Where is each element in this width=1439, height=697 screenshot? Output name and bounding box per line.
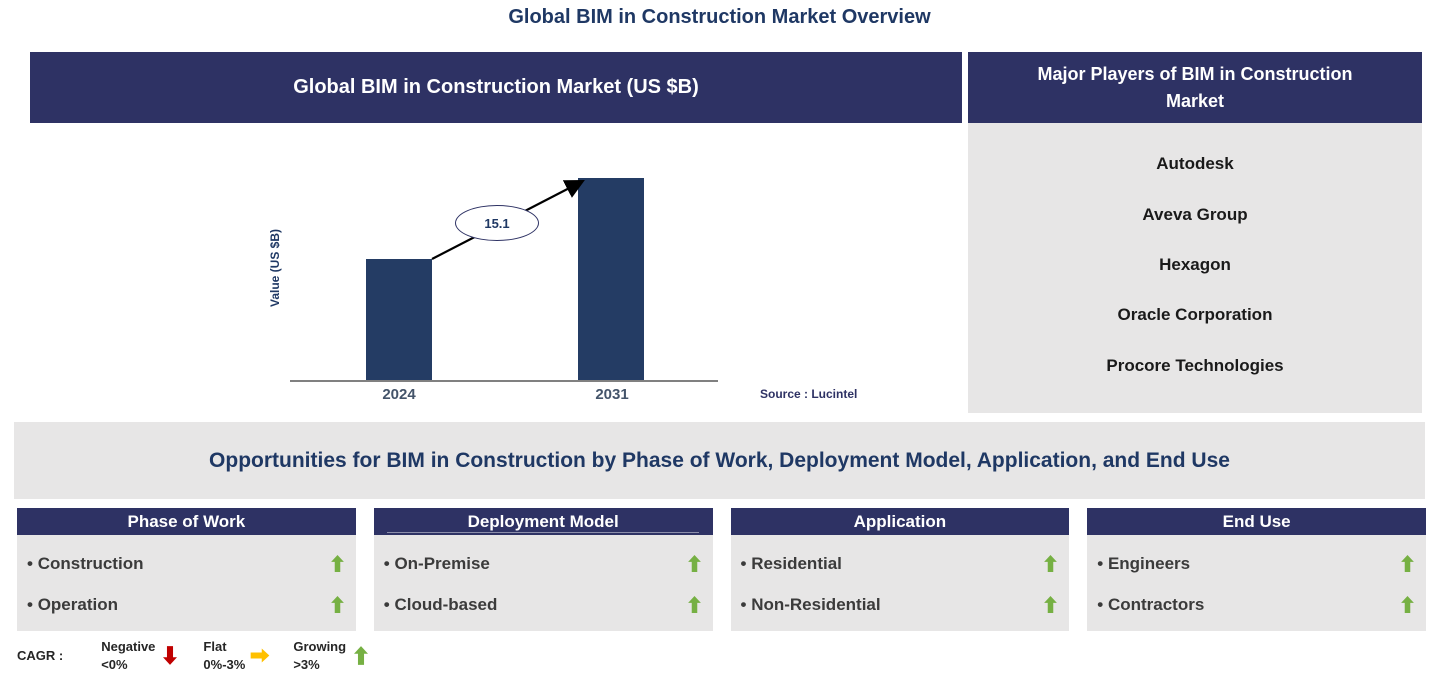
list-item: Hexagon (1159, 254, 1231, 274)
major-players-list: Autodesk Aveva Group Hexagon Oracle Corp… (968, 123, 1422, 413)
major-players-title: Major Players of BIM in Construction Mar… (968, 52, 1422, 123)
cagr-legend: CAGR : Negative <0% Flat 0%-3% Growing >… (17, 638, 394, 673)
legend-item-growing: Growing >3% (293, 638, 369, 673)
growing-arrow-icon (330, 555, 344, 572)
segment-columns: Phase of Work Construction Operation Dep… (17, 508, 1426, 631)
segment-deployment-model: Deployment Model On-Premise Cloud-based (373, 508, 713, 631)
segment-item-label: Cloud-based (384, 595, 497, 615)
segment-header: Deployment Model (373, 508, 713, 535)
segment-item-label: Operation (27, 595, 118, 615)
market-bar-chart: Value (US $B) 15.1 2024 2031 Source : Lu… (30, 123, 962, 418)
segment-header: End Use (1087, 508, 1426, 535)
x-axis-line (290, 380, 718, 382)
growing-arrow-icon (1401, 555, 1414, 572)
market-chart-panel: Global BIM in Construction Market (US $B… (30, 52, 962, 418)
list-item: Aveva Group (1142, 204, 1248, 224)
flat-arrow-icon (251, 648, 270, 663)
cagr-legend-label: CAGR : (17, 648, 64, 664)
source-note: Source : Lucintel (760, 387, 858, 401)
segment-item: On-Premise (384, 554, 701, 574)
legend-name: Growing (293, 639, 347, 654)
segment-phase-of-work: Phase of Work Construction Operation (17, 508, 356, 631)
bar-2024 (366, 259, 432, 381)
segment-item-label: Construction (27, 554, 144, 574)
chart-panel-title: Global BIM in Construction Market (US $B… (30, 52, 962, 123)
growing-arrow-icon (1044, 596, 1058, 613)
segment-item-label: On-Premise (384, 554, 489, 574)
segment-end-use: End Use Engineers Contractors (1087, 508, 1426, 631)
growing-arrow-icon (1044, 555, 1058, 572)
x-tick-2024: 2024 (382, 386, 416, 403)
legend-range: <0% (101, 656, 128, 672)
list-item: Oracle Corporation (1117, 305, 1273, 325)
segment-item: Contractors (1097, 595, 1414, 615)
negative-arrow-icon (163, 646, 178, 665)
legend-range: >3% (293, 656, 320, 672)
growing-arrow-icon (687, 596, 701, 613)
x-tick-2031: 2031 (595, 386, 629, 403)
major-players-panel: Major Players of BIM in Construction Mar… (968, 52, 1422, 413)
legend-name: Negative (101, 639, 156, 654)
segment-item: Residential (741, 554, 1058, 574)
segment-item: Construction (27, 554, 344, 574)
legend-item-flat: Flat 0%-3% (203, 638, 270, 673)
legend-name: Flat (203, 639, 227, 654)
segment-item: Engineers (1097, 554, 1414, 574)
segment-item: Cloud-based (384, 595, 701, 615)
segment-application: Application Residential Non-Residential (730, 508, 1070, 631)
growing-arrow-icon (330, 596, 344, 613)
growing-arrow-icon (687, 555, 701, 572)
bar-2031 (578, 178, 644, 381)
list-item: Procore Technologies (1106, 355, 1284, 375)
segment-item-label: Non-Residential (741, 595, 880, 615)
legend-range: 0%-3% (203, 656, 246, 672)
cagr-bubble: 15.1 (455, 205, 539, 241)
growth-trend-arrow (431, 179, 585, 260)
growing-arrow-icon (354, 646, 369, 665)
segment-header: Application (730, 508, 1070, 535)
segment-item-label: Contractors (1097, 595, 1204, 615)
segment-item-label: Residential (741, 554, 842, 574)
list-item: Autodesk (1156, 154, 1234, 174)
page-title: Global BIM in Construction Market Overvi… (508, 6, 931, 28)
opportunities-banner: Opportunities for BIM in Construction by… (14, 422, 1425, 499)
y-axis-label: Value (US $B) (268, 228, 282, 308)
segment-item: Non-Residential (741, 595, 1058, 615)
legend-item-negative: Negative <0% (101, 638, 178, 673)
growing-arrow-icon (1401, 596, 1414, 613)
segment-item-label: Engineers (1097, 554, 1190, 574)
segment-item: Operation (27, 595, 344, 615)
segment-header: Phase of Work (17, 508, 356, 535)
